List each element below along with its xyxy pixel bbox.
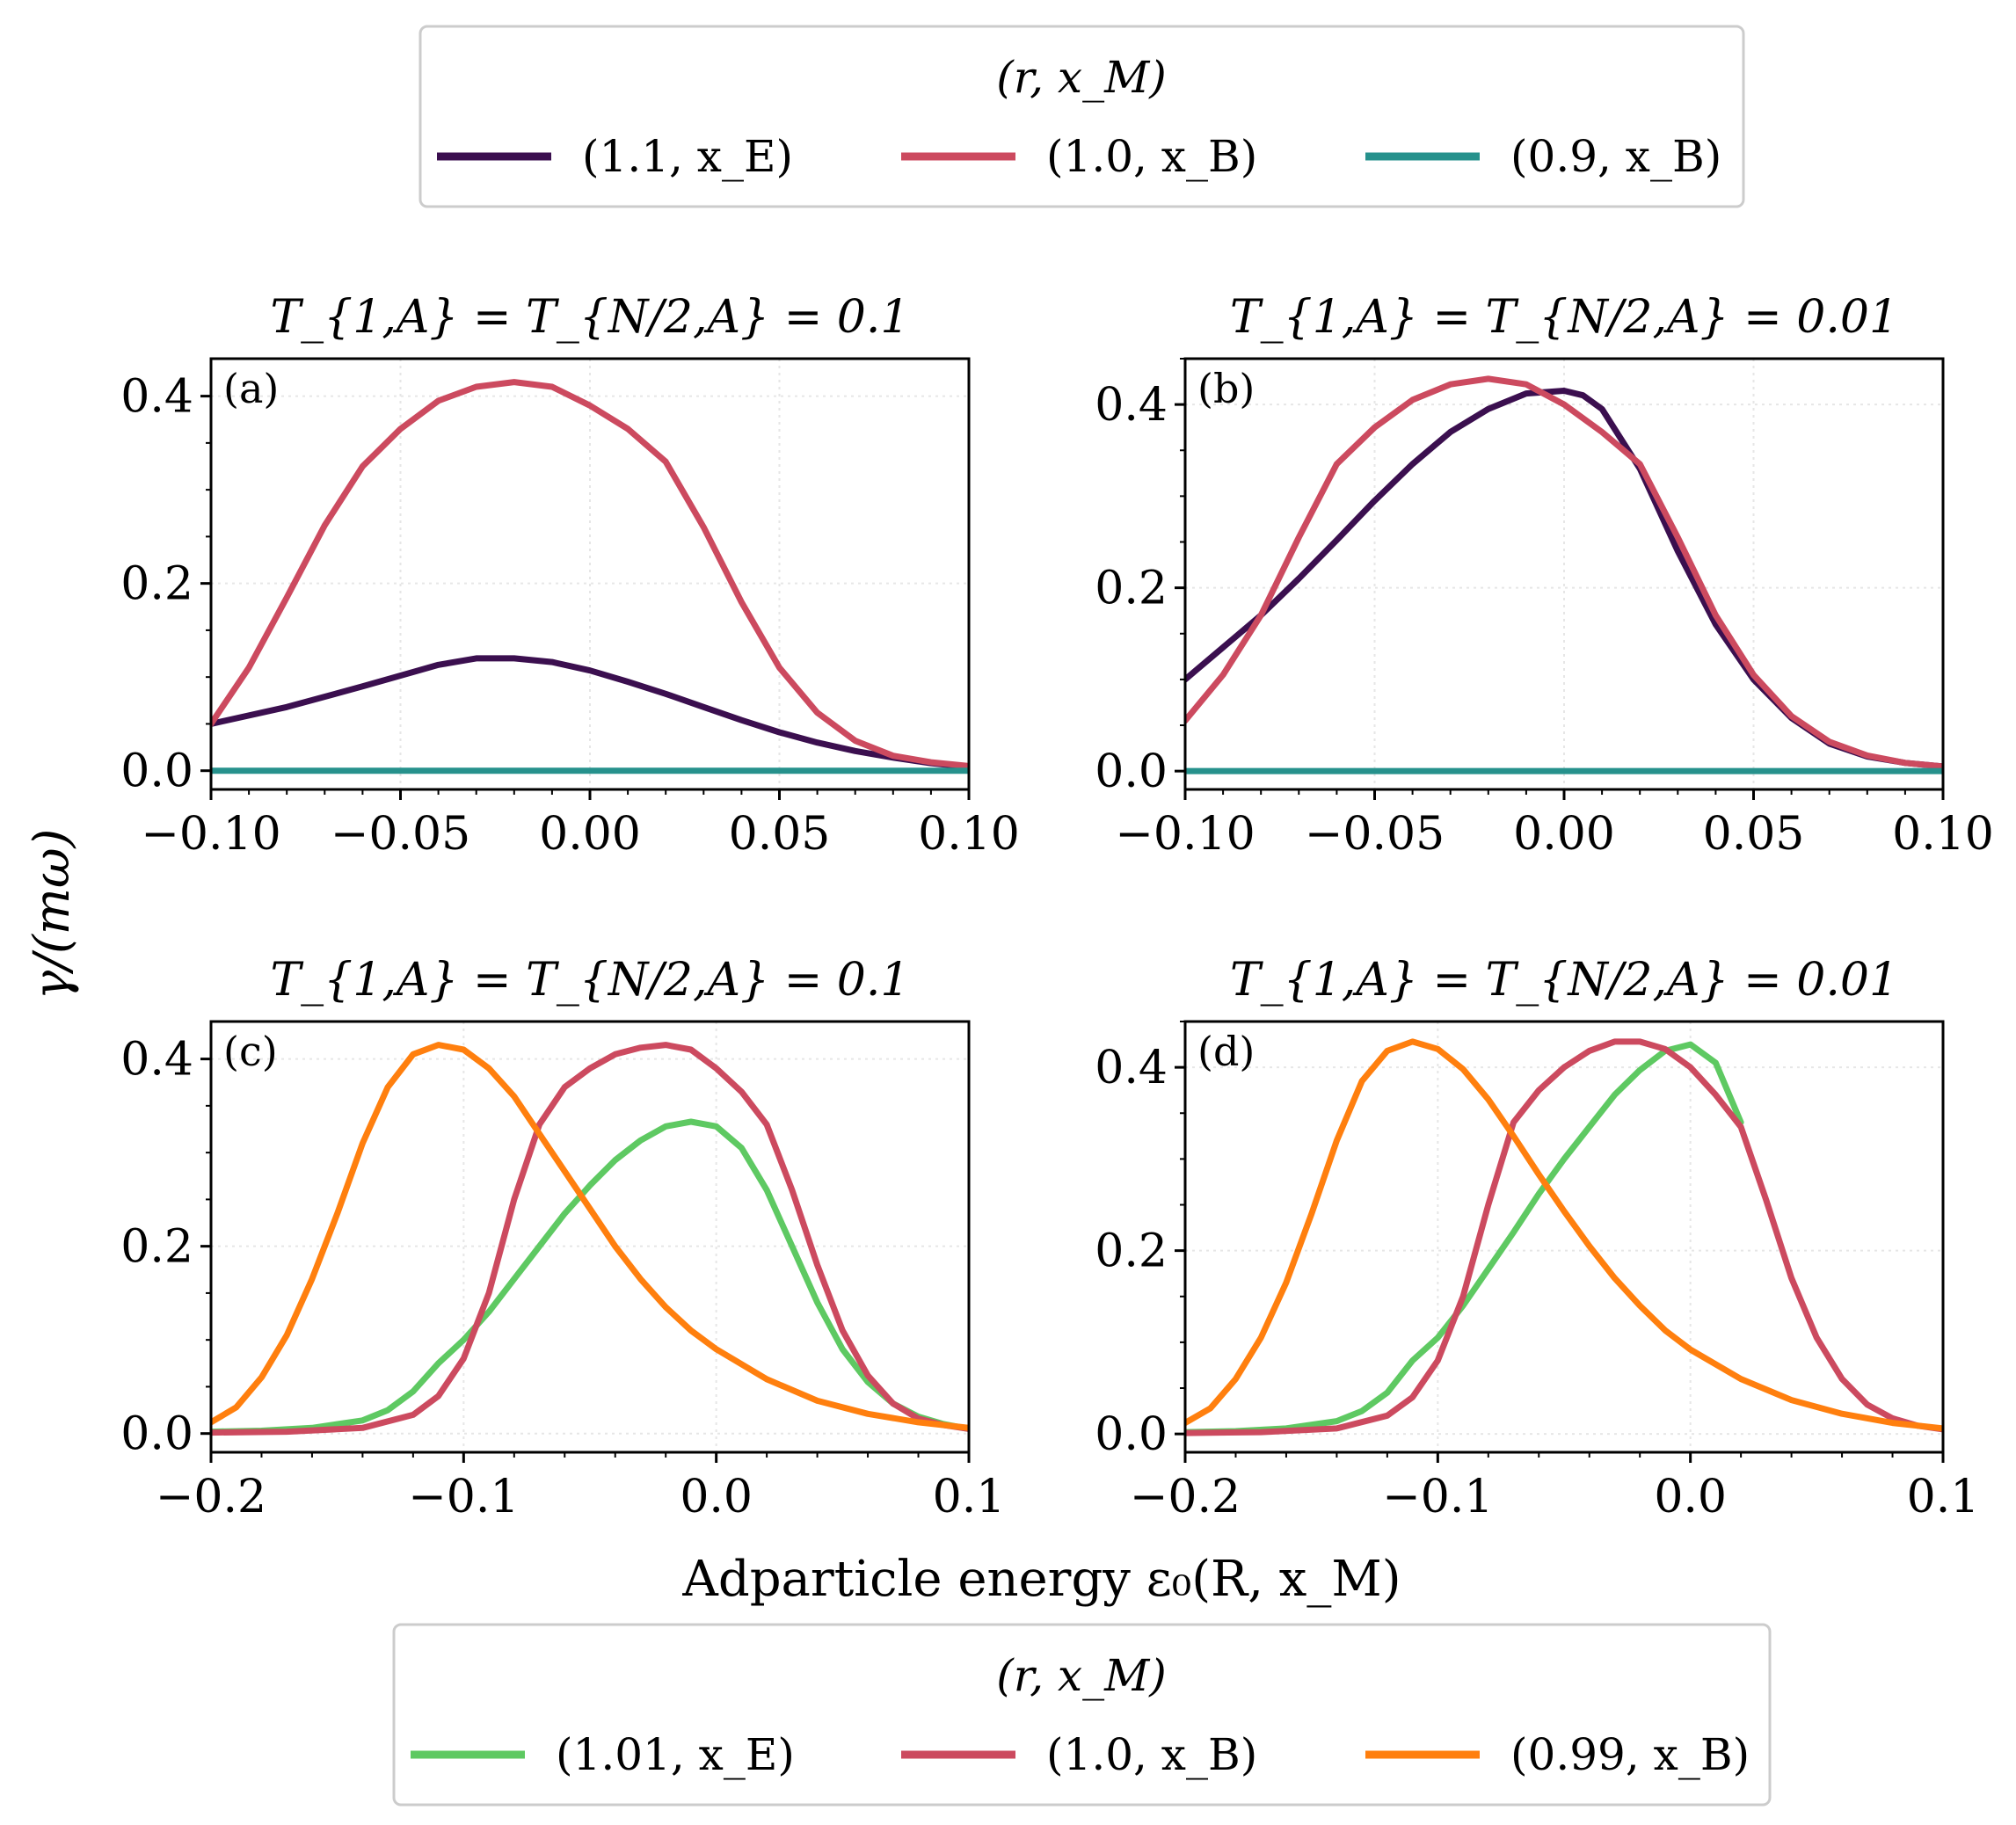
y-axis-label: γ/(mω) [24, 829, 81, 1000]
x-tick-label: 0.05 [729, 808, 831, 861]
x-tick-label: 0.10 [918, 808, 1020, 861]
panel-label: (a) [223, 365, 279, 412]
panel-label: (b) [1197, 365, 1255, 412]
series-line-0 [1185, 1041, 1744, 1436]
series-line-2 [211, 1042, 969, 1431]
panel-label: (d) [1197, 1028, 1255, 1075]
series-line-0 [211, 655, 969, 770]
x-tick-label: −0.2 [1130, 1471, 1241, 1523]
series-line-1 [1185, 1038, 1943, 1436]
series-line-1 [211, 379, 969, 769]
legend-top: (r, x_M) (1.1, x_E) (1.0, x_B) (0.9, x_B) [418, 25, 1745, 208]
x-tick-label: −0.10 [1115, 808, 1255, 861]
panel-d: −0.2 −0.1 0.0 0.1 0.0 0.2 0.4 T_{1,A} = T_{N/2,… [1095, 954, 1979, 1523]
series-line-2 [1185, 1038, 1943, 1432]
x-tick-label: 0.10 [1892, 808, 1994, 861]
y-tick-label: 0.2 [1095, 563, 1168, 615]
panel-b: −0.10 −0.05 0.00 0.05 0.10 0.0 0.2 0.4 T_{1,A} =… [1095, 291, 1994, 861]
x-tick-label: 0.05 [1703, 808, 1805, 861]
x-tick-label: −0.1 [408, 1471, 519, 1523]
x-tick-label: 0.1 [1907, 1471, 1980, 1523]
x-tick-label: 0.00 [1513, 808, 1615, 861]
y-tick-label: 0.0 [1095, 1408, 1168, 1461]
legend-bottom-frame [392, 1623, 1772, 1807]
series-line-1 [1185, 375, 1943, 770]
series-line-1 [211, 1042, 969, 1436]
legend-bottom-title: (r, x_M) [996, 1650, 1167, 1701]
series-line-0 [211, 1118, 969, 1436]
x-tick-label: −0.1 [1382, 1471, 1493, 1523]
legend-label: (1.01, x_E) [556, 1729, 795, 1780]
x-tick-label: 0.00 [539, 808, 641, 861]
x-tick-label: 0.0 [1654, 1471, 1727, 1523]
x-tick-label: −0.10 [141, 808, 280, 861]
panel-a: −0.10 −0.05 0.00 0.05 0.10 0.0 0.2 0.4 T_{1,A} =… [120, 291, 1020, 861]
legend-label: (1.0, x_B) [1046, 1729, 1257, 1780]
legend-bottom: (r, x_M) (1.01, x_E) (1.0, x_B) (0.99, x_B… [392, 1623, 1772, 1807]
y-tick-label: 0.2 [1095, 1225, 1168, 1278]
legend-label: (0.9, x_B) [1510, 131, 1721, 182]
x-tick-label: −0.05 [1305, 808, 1445, 861]
x-axis-label: Adparticle energy ε₀(R, x_M) [681, 1551, 1401, 1608]
y-tick-label: 0.0 [120, 1408, 193, 1461]
panel-title: T_{1,A} = T_{N/2,A} = 0.1 [270, 291, 909, 344]
axes-frame [209, 1020, 971, 1454]
panel-title: T_{1,A} = T_{N/2,A} = 0.01 [1230, 291, 1898, 344]
legend-label: (1.1, x_E) [582, 131, 793, 182]
axes-frame [1183, 1020, 1945, 1454]
y-tick-label: 0.0 [1095, 745, 1168, 798]
legend-top-frame [418, 25, 1745, 208]
panel-title: T_{1,A} = T_{N/2,A} = 0.01 [1230, 954, 1898, 1007]
panel-c: −0.2 −0.1 0.0 0.1 0.0 0.2 0.4 T_{1,A} = T_{N/2,… [120, 954, 1005, 1523]
x-tick-label: 0.1 [933, 1471, 1006, 1523]
legend-top-title: (r, x_M) [996, 52, 1167, 103]
x-tick-label: 0.0 [680, 1471, 753, 1523]
y-tick-label: 0.4 [1095, 379, 1168, 432]
y-tick-label: 0.4 [120, 1034, 193, 1087]
y-tick-label: 0.2 [120, 558, 193, 611]
y-tick-label: 0.4 [1095, 1042, 1168, 1094]
legend-label: (0.99, x_B) [1510, 1729, 1750, 1780]
x-tick-label: −0.2 [156, 1471, 266, 1523]
y-tick-label: 0.4 [120, 371, 193, 424]
y-tick-label: 0.0 [120, 745, 193, 798]
panel-label: (c) [223, 1028, 278, 1075]
x-tick-label: −0.05 [331, 808, 470, 861]
legend-label: (1.0, x_B) [1046, 131, 1257, 182]
panel-title: T_{1,A} = T_{N/2,A} = 0.1 [270, 954, 909, 1007]
y-tick-label: 0.2 [120, 1221, 193, 1274]
